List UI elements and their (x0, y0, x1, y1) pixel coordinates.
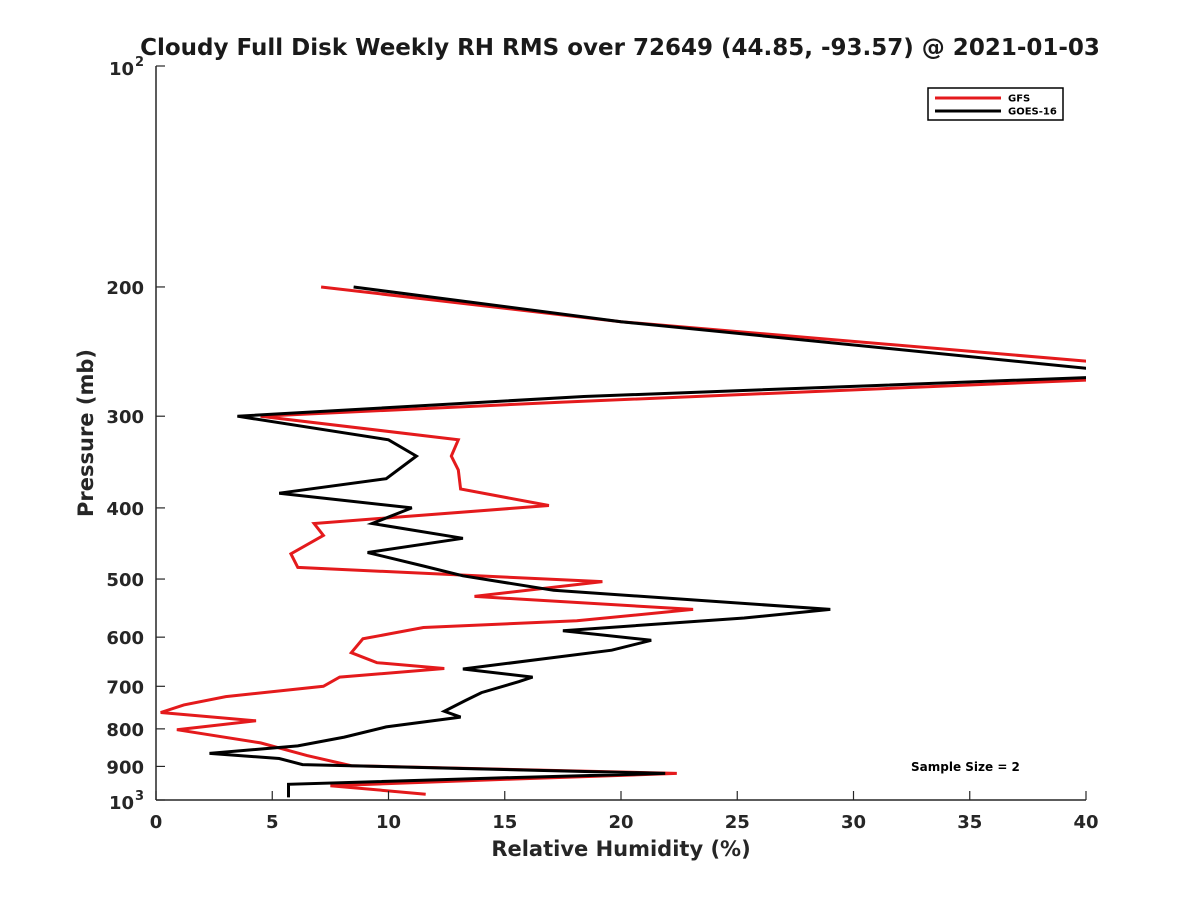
y-tick-base: 10 (109, 59, 134, 80)
legend: GFS GOES-16 (927, 87, 1064, 121)
y-axis-label: Pressure (mb) (74, 349, 98, 517)
x-ticks: 0 5 10 15 20 25 30 35 40 (150, 791, 1099, 833)
x-axis-label: Relative Humidity (%) (491, 837, 750, 861)
y-tick-base: 10 (109, 793, 134, 814)
x-tick-label: 25 (725, 812, 750, 833)
legend-box (927, 87, 1064, 121)
legend-label-gfs: GFS (1008, 94, 1030, 105)
x-tick-label: 10 (376, 812, 401, 833)
x-tick-label: 20 (608, 812, 633, 833)
plot-area: 0 5 10 15 20 25 30 35 40 200 300 400 500 600 700 800 90… (106, 55, 1099, 833)
y-tick-label: 200 (106, 278, 144, 299)
y-tick-label: 900 (106, 757, 144, 778)
y-tick-exponent: 2 (135, 55, 144, 70)
series-line-gfs (160, 285, 1086, 796)
y-tick-label-power: 10 2 (109, 55, 144, 80)
x-tick-label: 35 (957, 812, 982, 833)
x-tick-label: 15 (492, 812, 517, 833)
y-tick-label: 700 (106, 677, 144, 698)
series-line-goes-16 (209, 285, 1086, 798)
x-tick-label: 5 (266, 812, 279, 833)
chart-title: Cloudy Full Disk Weekly RH RMS over 7264… (140, 35, 1100, 61)
legend-label-goes-16: GOES-16 (1008, 107, 1057, 118)
y-tick-label: 300 (106, 407, 144, 428)
y-tick-label: 800 (106, 720, 144, 741)
x-tick-label: 30 (841, 812, 866, 833)
y-tick-exponent: 3 (135, 789, 144, 804)
y-tick-label: 400 (106, 499, 144, 520)
x-tick-label: 0 (150, 812, 163, 833)
y-tick-label: 600 (106, 628, 144, 649)
x-tick-label: 40 (1073, 812, 1098, 833)
series-layer (160, 285, 1086, 798)
sample-size-annotation: Sample Size = 2 (911, 760, 1020, 774)
y-tick-label: 500 (106, 570, 144, 591)
y-tick-label-power: 10 3 (109, 789, 144, 814)
